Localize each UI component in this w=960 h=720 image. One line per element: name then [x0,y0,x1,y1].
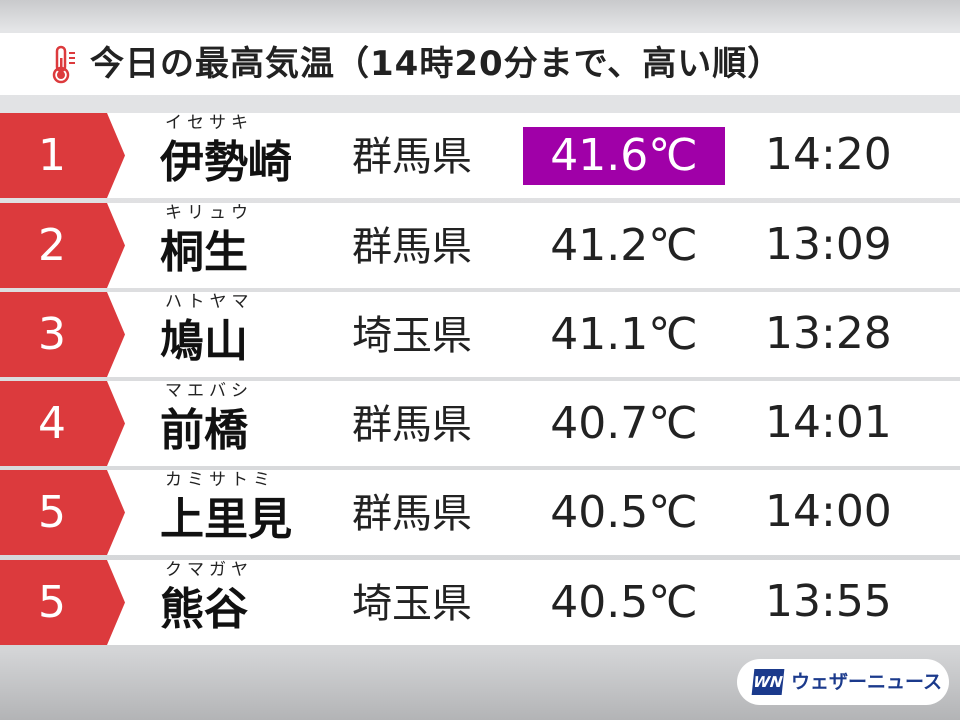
city-reading: マエバシ [165,381,253,401]
prefecture: 群馬県 [352,402,472,448]
title-bar: 今日の最高気温（14時20分まで、高い順） [0,33,960,95]
observed-time: 13:55 [765,576,892,627]
observed-time: 14:01 [765,397,892,448]
city-name: 鳩山 [160,316,248,367]
ranking-row: 1 イセサキ 伊勢崎 群馬県 41.6℃ 14:20 [0,113,960,198]
logo-text: ウェザーニュース [791,671,943,693]
thermometer-icon [52,45,75,84]
prefecture: 群馬県 [352,491,472,537]
city-reading: ハトヤマ [165,292,254,312]
ranking-row: 2 キリュウ 桐生 群馬県 41.2℃ 13:09 [0,203,960,288]
max-temperature: 40.5℃ [550,487,698,538]
city-reading: キリュウ [165,203,253,223]
city-name: 前橋 [160,405,248,456]
max-temperature: 40.5℃ [550,577,698,628]
max-temperature: 41.6℃ [523,127,725,185]
prefecture: 埼玉県 [352,313,472,359]
ranking-row: 3 ハトヤマ 鳩山 埼玉県 41.1℃ 13:28 [0,292,960,377]
wn-logo-mark: WN [751,669,785,695]
max-temperature: 40.7℃ [550,398,698,449]
city-name: 上里見 [160,494,292,545]
prefecture: 群馬県 [352,134,472,180]
ranking-row: 4 マエバシ 前橋 群馬県 40.7℃ 14:01 [0,381,960,466]
prefecture: 群馬県 [352,224,472,270]
observed-time: 14:00 [765,486,892,537]
observed-time: 13:09 [765,219,892,270]
observed-time: 14:20 [765,129,892,180]
observed-time: 13:28 [765,308,892,359]
rank-badge: 4 [0,381,125,466]
city-name: 伊勢崎 [160,137,292,188]
rank-badge: 5 [0,470,125,555]
ranking-row: 5 クマガヤ 熊谷 埼玉県 40.5℃ 13:55 [0,560,960,645]
rank-badge: 2 [0,203,125,288]
weathernews-logo: WN ウェザーニュース [737,659,949,705]
city-name: 桐生 [160,227,248,278]
city-reading: イセサキ [165,113,253,133]
city-reading: カミサトミ [165,470,275,490]
max-temperature: 41.2℃ [550,220,698,271]
rank-badge: 3 [0,292,125,377]
city-name: 熊谷 [160,584,248,635]
rank-badge: 5 [0,560,125,645]
rank-badge: 1 [0,113,125,198]
max-temperature: 41.1℃ [550,309,698,360]
prefecture: 埼玉県 [352,581,472,627]
ranking-row: 5 カミサトミ 上里見 群馬県 40.5℃ 14:00 [0,470,960,555]
city-reading: クマガヤ [165,560,253,580]
page-title: 今日の最高気温（14時20分まで、高い順） [90,44,783,84]
